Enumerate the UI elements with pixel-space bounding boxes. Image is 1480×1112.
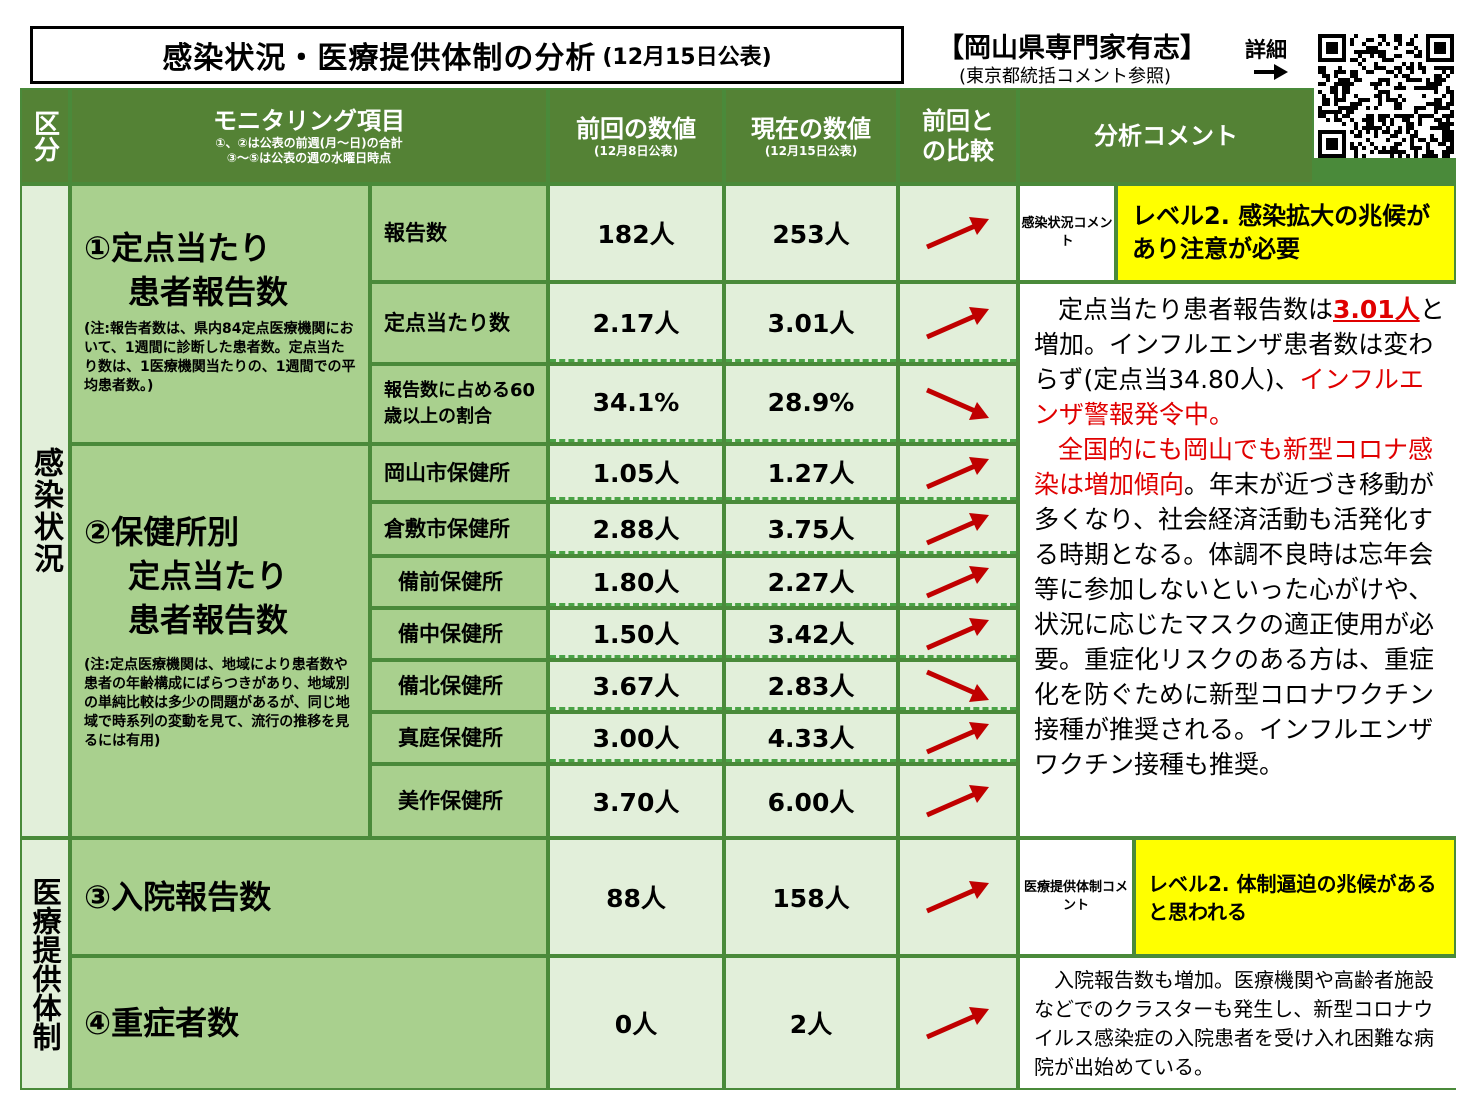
infection-comment: 定点当たり患者報告数は3.01人と増加。インフルエンザ患者数は変わらず(定点当3… <box>1020 284 1456 836</box>
curr-value: 3.01人 <box>726 284 896 362</box>
detail-label: 詳細 <box>1245 38 1287 62</box>
item-header: モニタリング項目 ①、②は公表の前週(月～日)の合計 ③～⑤は公表の週の水曜日時… <box>72 90 546 182</box>
prev-value: 1.80人 <box>550 558 722 606</box>
trend-up-arrow-icon <box>925 513 989 546</box>
row-label: 定点当たり数 <box>372 284 546 362</box>
trend-up-arrow-icon <box>925 566 989 599</box>
metric4-label: ④重症者数 <box>72 958 546 1088</box>
row-label: 報告数 <box>372 186 546 280</box>
trend-up-arrow-icon <box>925 722 989 755</box>
section-medical: 医療提供体制 <box>22 840 68 1088</box>
curr-header: 現在の数値 (12月15日公表) <box>726 90 896 182</box>
row-label: 報告数に占める60歳以上の割合 <box>372 366 546 442</box>
compare-header: 前回との比較 <box>900 90 1016 182</box>
prev-value: 3.67人 <box>550 662 722 710</box>
prev-value: 88人 <box>550 840 722 954</box>
trend-up-arrow-icon <box>925 785 989 818</box>
prev-header: 前回の数値 (12月8日公表) <box>550 90 722 182</box>
row-label: 倉敷市保健所 <box>372 504 546 554</box>
metric2-note: (注:定点医療機関は、地域により患者数や患者の年齢構成にばらつきがあり、地域別の… <box>84 657 350 749</box>
trend-text: 全国的にも岡山でも新型コロナ感染は増加傾向 <box>1034 435 1434 499</box>
arrow-right-icon <box>1254 64 1288 80</box>
medical-comment: 入院報告数も増加。医療機関や高齢者施設などでのクラスターも発生し、新型コロナウイ… <box>1020 958 1456 1088</box>
section-infection: 感染状況 <box>22 186 68 836</box>
publish-date: (12月15日公表) <box>602 45 772 70</box>
item-header-note2: ③～⑤は公表の週の水曜日時点 <box>226 151 392 165</box>
medical-comment-tag: 医療提供体制コメント <box>1020 840 1132 954</box>
trend-down-arrow-icon <box>925 387 989 420</box>
prev-value: 2.17人 <box>550 284 722 362</box>
item-header-note1: ①、②は公表の前週(月～日)の合計 <box>215 136 403 150</box>
prev-value: 34.1% <box>550 366 722 442</box>
row-label: 備前保健所 <box>372 558 546 606</box>
metric1-title-cell: ①定点当たり 患者報告数 (注:報告者数は、県内84定点医療機関において、1週間… <box>72 186 368 442</box>
trend-up-arrow-icon <box>925 307 989 340</box>
curr-value: 6.00人 <box>726 766 896 836</box>
curr-value: 2人 <box>726 958 896 1088</box>
prev-value: 182人 <box>550 186 722 280</box>
curr-value: 1.27人 <box>726 446 896 500</box>
curr-value: 253人 <box>726 186 896 280</box>
trend-up-arrow-icon <box>925 1007 989 1040</box>
infection-level: レベル2. 感染拡大の兆候があり注意が必要 <box>1132 202 1431 263</box>
row-label: 備北保健所 <box>372 662 546 710</box>
curr-value: 28.9% <box>726 366 896 442</box>
metric2-title-cell: ②保健所別 定点当たり 患者報告数 (注:定点医療機関は、地域により患者数や患者… <box>72 446 368 836</box>
curr-value: 3.42人 <box>726 610 896 658</box>
warning-text: インフルエンザ警報発令中。 <box>1034 365 1424 429</box>
trend-up-arrow-icon <box>925 457 989 490</box>
page-title: 感染状況・医療提供体制の分析 <box>162 41 597 76</box>
trend-up-arrow-icon <box>925 618 989 651</box>
highlight-value: 3.01人 <box>1333 295 1420 324</box>
title-box: 感染状況・医療提供体制の分析 (12月15日公表) <box>30 26 904 84</box>
curr-value: 4.33人 <box>726 714 896 762</box>
row-label: 美作保健所 <box>372 766 546 836</box>
metric3-label: ③入院報告数 <box>72 840 546 954</box>
qr-code-icon[interactable] <box>1318 34 1454 158</box>
prev-value: 3.00人 <box>550 714 722 762</box>
item-header-title: モニタリング項目 <box>213 107 405 135</box>
prev-value: 2.88人 <box>550 504 722 554</box>
medical-level-box: レベル2. 体制逼迫の兆候があると思われる <box>1136 840 1454 954</box>
trend-up-arrow-icon <box>925 881 989 914</box>
trend-down-arrow-icon <box>925 669 989 702</box>
prev-value: 1.05人 <box>550 446 722 500</box>
trend-up-arrow-icon <box>925 217 989 250</box>
curr-value: 3.75人 <box>726 504 896 554</box>
analysis-header: 分析コメント <box>1020 90 1312 182</box>
infection-level-box: レベル2. 感染拡大の兆候があり注意が必要 <box>1118 186 1454 280</box>
curr-value: 2.83人 <box>726 662 896 710</box>
metric1-note: (注:報告者数は、県内84定点医療機関において、1週間に診断した患者数。定点当た… <box>84 321 356 394</box>
curr-value: 158人 <box>726 840 896 954</box>
organization-name: 【岡山県専門家有志】 <box>937 33 1207 64</box>
prev-value: 1.50人 <box>550 610 722 658</box>
prev-value: 0人 <box>550 958 722 1088</box>
row-label: 岡山市保健所 <box>372 446 546 500</box>
row-label: 真庭保健所 <box>372 714 546 762</box>
category-header: 区分 <box>22 90 68 182</box>
row-label: 備中保健所 <box>372 610 546 658</box>
prev-value: 3.70人 <box>550 766 722 836</box>
infection-comment-tag: 感染状況コメント <box>1020 186 1114 280</box>
medical-level: レベル2. 体制逼迫の兆候があると思われる <box>1148 872 1437 924</box>
organization-note: (東京都統括コメント参照) <box>958 66 1172 87</box>
curr-value: 2.27人 <box>726 558 896 606</box>
